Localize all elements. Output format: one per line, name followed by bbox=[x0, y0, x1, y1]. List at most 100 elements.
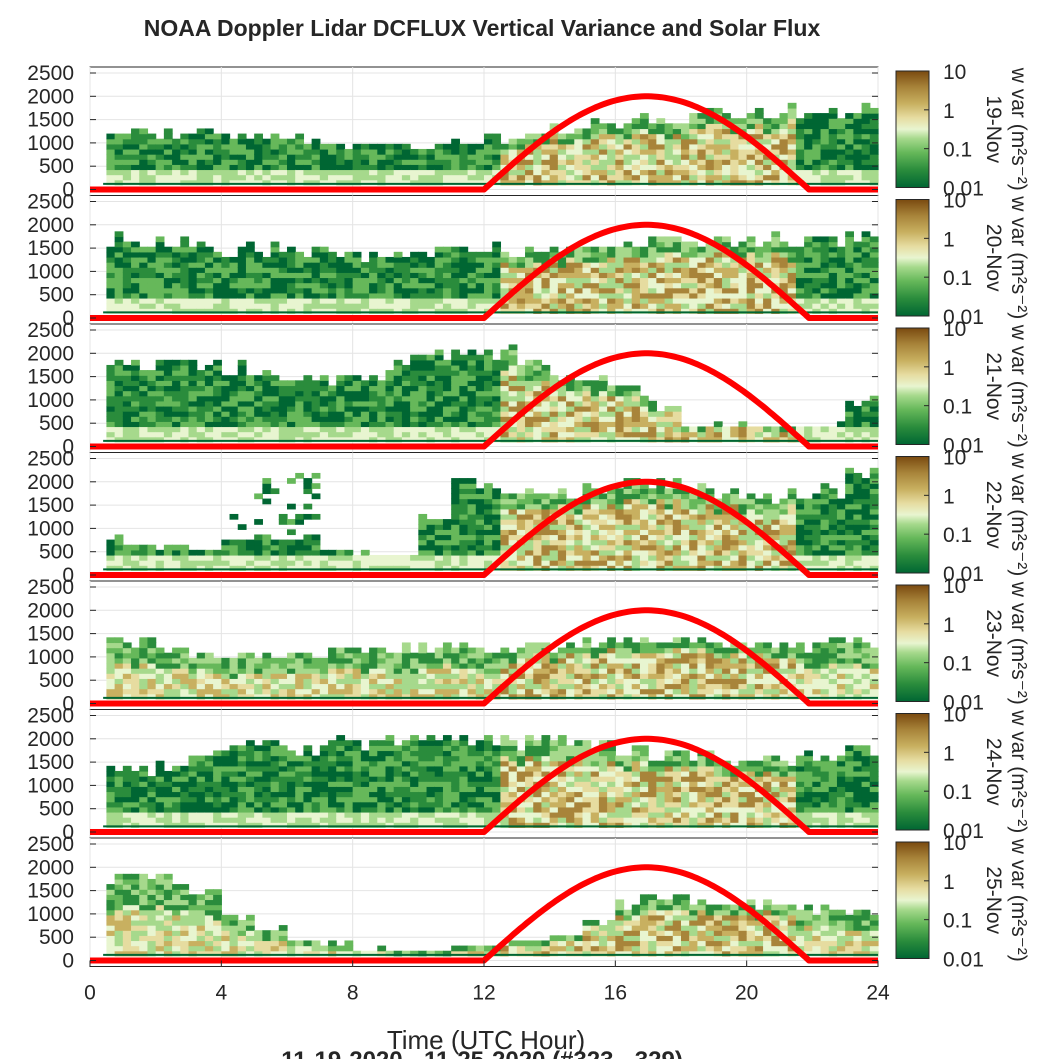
heatmap-cell bbox=[804, 565, 813, 571]
heatmap-cell bbox=[557, 560, 567, 566]
heatmap-cell bbox=[451, 421, 460, 428]
heatmap-cell bbox=[114, 277, 124, 284]
heatmap-cell bbox=[549, 308, 559, 314]
heatmap-cell bbox=[648, 267, 657, 273]
heatmap-cell bbox=[853, 277, 863, 284]
heatmap-cell bbox=[656, 246, 666, 253]
heatmap-cell bbox=[147, 400, 157, 407]
heatmap-cell bbox=[738, 529, 748, 536]
heatmap-cell bbox=[779, 246, 789, 253]
heatmap-cell bbox=[664, 549, 674, 556]
heatmap-cell bbox=[188, 272, 198, 279]
heatmap-cell bbox=[722, 529, 731, 536]
heatmap-cell bbox=[656, 503, 666, 510]
heatmap-cell bbox=[722, 554, 731, 561]
heatmap-cell bbox=[303, 174, 313, 181]
heatmap-cell bbox=[820, 133, 830, 140]
heatmap-cell bbox=[180, 395, 190, 402]
heatmap-cell bbox=[828, 138, 838, 145]
heatmap-cell bbox=[459, 303, 469, 309]
heatmap-cell bbox=[525, 488, 534, 495]
heatmap-cell bbox=[525, 503, 534, 510]
heatmap-cell bbox=[336, 308, 346, 314]
heatmap-cell bbox=[180, 652, 190, 659]
heatmap-cell bbox=[648, 128, 657, 135]
heatmap-cell bbox=[270, 565, 280, 571]
heatmap-cell bbox=[163, 657, 173, 664]
heatmap-cell bbox=[795, 297, 805, 304]
heatmap-cell bbox=[639, 554, 649, 561]
heatmap-cell bbox=[237, 390, 247, 397]
heatmap-cell bbox=[492, 241, 502, 248]
heatmap-cell bbox=[245, 693, 255, 700]
heatmap-cell bbox=[508, 169, 518, 176]
heatmap-cell bbox=[484, 539, 493, 546]
heatmap-cell bbox=[705, 513, 715, 520]
heatmap-cell bbox=[746, 431, 756, 438]
heatmap-cell bbox=[287, 154, 296, 160]
heatmap-cell bbox=[631, 390, 641, 397]
heatmap-cell bbox=[254, 138, 263, 145]
heatmap-cell bbox=[566, 436, 575, 443]
heatmap-cell bbox=[229, 164, 239, 171]
heatmap-cell bbox=[188, 154, 198, 160]
y-tick-label: 2000 bbox=[27, 471, 74, 494]
heatmap-cell bbox=[180, 277, 190, 284]
heatmap-cell bbox=[467, 534, 477, 541]
heatmap-cell bbox=[656, 256, 666, 263]
heatmap-cell bbox=[139, 405, 149, 412]
heatmap-cell bbox=[262, 688, 272, 695]
heatmap-cell bbox=[147, 395, 157, 402]
heatmap-cell bbox=[754, 128, 764, 135]
heatmap-cell bbox=[352, 267, 362, 273]
heatmap-cell bbox=[861, 179, 871, 186]
heatmap-cell bbox=[418, 534, 428, 541]
heatmap-cell bbox=[557, 493, 567, 500]
heatmap-cell bbox=[689, 241, 699, 248]
heatmap-cell bbox=[574, 303, 584, 309]
heatmap-cell bbox=[114, 554, 124, 561]
heatmap-cell bbox=[131, 272, 140, 279]
heatmap-cell bbox=[795, 251, 805, 258]
heatmap-cell bbox=[574, 143, 584, 150]
heatmap-cell bbox=[385, 411, 395, 417]
heatmap-cell bbox=[590, 411, 600, 417]
heatmap-cell bbox=[639, 159, 649, 165]
heatmap-cell bbox=[861, 272, 871, 279]
heatmap-cell bbox=[574, 148, 584, 155]
heatmap-cell bbox=[385, 154, 395, 160]
heatmap-cell bbox=[336, 179, 346, 186]
heatmap-cell bbox=[196, 385, 206, 392]
heatmap-cell bbox=[270, 179, 280, 186]
heatmap-cell bbox=[459, 308, 469, 314]
heatmap-cell bbox=[254, 436, 263, 443]
heatmap-cell bbox=[574, 519, 584, 525]
heatmap-cell bbox=[172, 164, 181, 171]
heatmap-cell bbox=[163, 652, 173, 659]
heatmap-cell bbox=[484, 370, 493, 376]
heatmap-cell bbox=[582, 554, 592, 561]
heatmap-cell bbox=[139, 652, 149, 659]
heatmap-cell bbox=[845, 472, 854, 479]
heatmap-cell bbox=[804, 560, 813, 566]
heatmap-cell bbox=[336, 652, 346, 659]
heatmap-cell bbox=[369, 668, 378, 674]
heatmap-cell bbox=[475, 169, 485, 176]
heatmap-cell bbox=[369, 678, 378, 685]
heatmap-cell bbox=[122, 375, 132, 381]
heatmap-cell bbox=[434, 267, 444, 273]
heatmap-cell bbox=[122, 169, 132, 176]
heatmap-cell bbox=[311, 385, 321, 392]
heatmap-cell bbox=[254, 662, 263, 669]
heatmap-cell bbox=[738, 560, 748, 566]
heatmap-cell bbox=[648, 565, 657, 571]
heatmap-cell bbox=[713, 565, 723, 571]
heatmap-cell bbox=[713, 148, 723, 155]
heatmap-cell bbox=[451, 256, 460, 263]
heatmap-cell bbox=[648, 488, 657, 495]
heatmap-cell bbox=[828, 113, 838, 119]
heatmap-cell bbox=[615, 513, 625, 520]
heatmap-cell bbox=[689, 174, 699, 181]
heatmap-cell bbox=[213, 370, 222, 376]
